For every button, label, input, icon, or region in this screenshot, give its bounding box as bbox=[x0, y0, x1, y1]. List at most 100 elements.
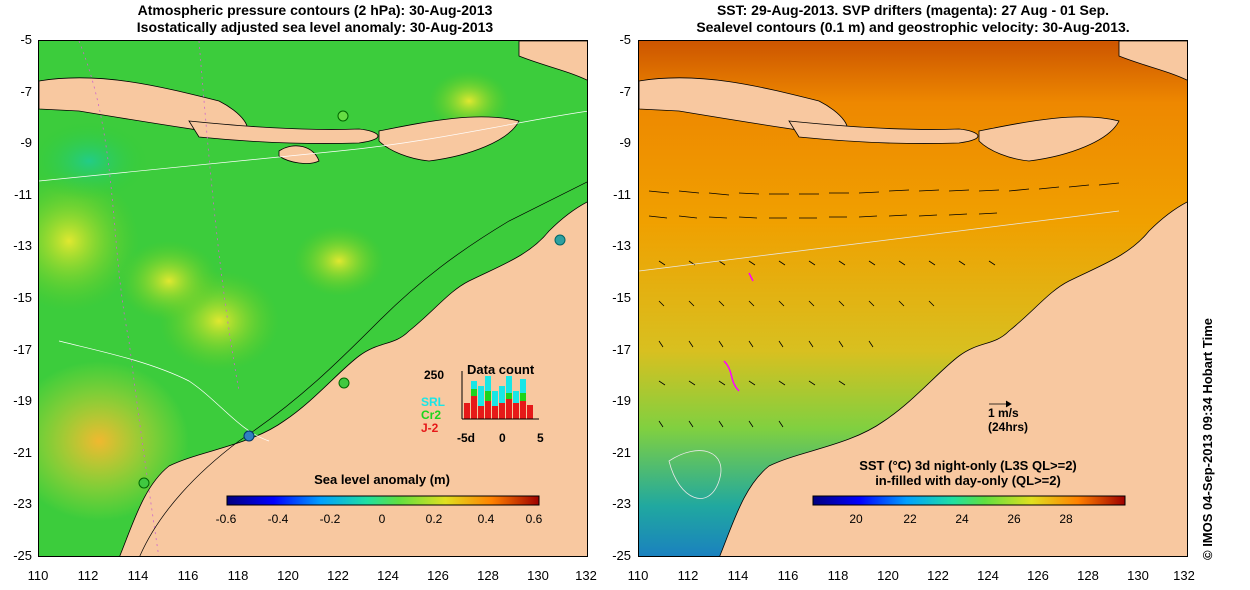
sla-land-australia bbox=[119, 201, 587, 556]
drifter-track bbox=[723, 272, 754, 392]
velocity-vector bbox=[658, 300, 935, 307]
sla-colorbar-tick: 0.6 bbox=[525, 512, 543, 526]
left-title: Atmospheric pressure contours (2 hPa): 3… bbox=[40, 2, 590, 36]
sst-colorbar-tick: 20 bbox=[849, 512, 863, 526]
sst-colorbar bbox=[812, 495, 1126, 506]
sst-land-islands bbox=[788, 120, 979, 144]
velocity-scale-arrow bbox=[989, 400, 1012, 408]
y-tick-label: -17 bbox=[13, 342, 32, 357]
data-count-bar bbox=[471, 396, 477, 419]
bathymetry-contour bbox=[139, 181, 587, 556]
velocity-scale-sub: (24hrs) bbox=[988, 420, 1029, 434]
data-count-bar bbox=[478, 406, 484, 419]
y-tick-label: -13 bbox=[612, 238, 631, 253]
x-tick-label: 126 bbox=[427, 568, 449, 583]
x-tick-label: 124 bbox=[977, 568, 999, 583]
y-tick-label: -23 bbox=[13, 496, 32, 511]
left-title-line1: Atmospheric pressure contours (2 hPa): 3… bbox=[137, 2, 493, 18]
right-title: SST: 29-Aug-2013. SVP drifters (magenta)… bbox=[638, 2, 1188, 36]
data-count-title: Data count bbox=[467, 362, 535, 377]
sst-colorbar-tick: 22 bbox=[903, 512, 917, 526]
y-tick-label: -11 bbox=[613, 187, 631, 202]
velocity-vectors bbox=[648, 182, 1120, 428]
y-tick-label: -19 bbox=[612, 393, 631, 408]
x-tick-label: 126 bbox=[1027, 568, 1049, 583]
sla-colorbar bbox=[226, 495, 540, 506]
sst-land-islands bbox=[1118, 41, 1187, 81]
x-tick-label: 114 bbox=[127, 568, 149, 583]
legend-cr2: Cr2 bbox=[421, 408, 442, 422]
data-count-xtick: 0 bbox=[499, 431, 506, 445]
data-count-bar bbox=[485, 376, 491, 391]
data-count-bar bbox=[506, 399, 512, 419]
data-count-bar bbox=[520, 393, 526, 401]
data-count-bar bbox=[485, 401, 491, 419]
credit-label: © IMOS 04-Sep-2013 09:34 Hobart Time bbox=[1200, 318, 1215, 560]
x-tick-label: 112 bbox=[677, 568, 699, 583]
data-count-bar bbox=[464, 403, 470, 419]
sla-feature bbox=[39, 361, 189, 521]
y-tick-label: -11 bbox=[14, 187, 32, 202]
sst-colorbar-tick: 24 bbox=[955, 512, 969, 526]
x-tick-label: 120 bbox=[277, 568, 299, 583]
data-count-bar bbox=[471, 381, 477, 389]
sla-colorbar-tick: -0.4 bbox=[267, 512, 289, 526]
sst-colorbar-title-line1: SST (°C) 3d night-only (L3S QL>=2) bbox=[859, 458, 1077, 473]
station-marker bbox=[243, 430, 255, 442]
x-tick-label: 120 bbox=[877, 568, 899, 583]
velocity-vector bbox=[648, 182, 1120, 196]
x-tick-label: 114 bbox=[727, 568, 749, 583]
y-tick-label: -19 bbox=[13, 393, 32, 408]
velocity-vector bbox=[658, 340, 874, 348]
right-title-line1: SST: 29-Aug-2013. SVP drifters (magenta)… bbox=[716, 2, 1110, 18]
data-count-bar bbox=[520, 379, 526, 393]
sla-feature bbox=[39, 121, 149, 201]
sealevel-contour bbox=[639, 210, 1120, 272]
y-tick-label: -23 bbox=[612, 496, 631, 511]
sst-map bbox=[639, 41, 1187, 556]
y-tick-label: -25 bbox=[13, 548, 32, 563]
x-tick-label: 116 bbox=[777, 568, 799, 583]
sla-colorbar-tick: -0.2 bbox=[319, 512, 341, 526]
x-tick-label: 118 bbox=[227, 568, 249, 583]
velocity-vector bbox=[648, 212, 998, 219]
sla-map-panel bbox=[38, 40, 588, 557]
data-count-bar bbox=[485, 391, 491, 401]
x-tick-label: 122 bbox=[327, 568, 349, 583]
x-tick-label: 116 bbox=[177, 568, 199, 583]
pressure-contour bbox=[58, 340, 270, 442]
sst-land-australia bbox=[719, 201, 1187, 556]
data-count-bar bbox=[499, 386, 505, 403]
x-tick-label: 132 bbox=[1173, 568, 1195, 583]
data-count-bar bbox=[520, 401, 526, 419]
sla-colorbar-tick: -0.6 bbox=[215, 512, 237, 526]
sst-colorbar-title-line2: in-filled with day-only (QL>=2) bbox=[875, 473, 1061, 488]
data-count-bar bbox=[513, 403, 519, 419]
sla-land-islands bbox=[188, 120, 379, 144]
velocity-vector bbox=[658, 420, 784, 428]
sla-colorbar-tick: 0.2 bbox=[425, 512, 443, 526]
data-count-bar bbox=[506, 376, 512, 393]
y-tick-label: -21 bbox=[612, 445, 631, 460]
sla-feature bbox=[429, 71, 509, 131]
sealevel-contour bbox=[668, 450, 722, 499]
x-tick-label: 118 bbox=[827, 568, 849, 583]
y-tick-label: -13 bbox=[13, 238, 32, 253]
y-tick-label: -25 bbox=[612, 548, 631, 563]
station-marker bbox=[554, 234, 566, 246]
sst-map-panel bbox=[638, 40, 1188, 557]
x-tick-label: 132 bbox=[575, 568, 597, 583]
velocity-vector bbox=[658, 380, 846, 386]
sst-land-islands bbox=[978, 116, 1120, 162]
x-tick-label: 124 bbox=[377, 568, 399, 583]
sla-feature bbox=[294, 226, 384, 296]
y-tick-label: -15 bbox=[13, 290, 32, 305]
data-count-bar bbox=[506, 393, 512, 399]
data-count-inset bbox=[461, 371, 539, 420]
y-tick-label: -17 bbox=[612, 342, 631, 357]
legend-srl: SRL bbox=[421, 395, 445, 409]
data-count-bar bbox=[527, 405, 533, 419]
sla-map bbox=[39, 41, 587, 556]
sst-colorbar-tick: 26 bbox=[1007, 512, 1021, 526]
sla-colorbar-tick: 0.4 bbox=[477, 512, 495, 526]
